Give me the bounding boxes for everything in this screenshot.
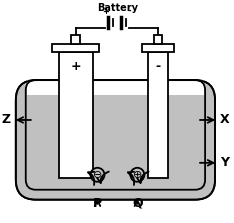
Bar xyxy=(71,35,80,44)
Text: ⊖: ⊖ xyxy=(93,170,102,180)
FancyBboxPatch shape xyxy=(16,80,215,200)
FancyBboxPatch shape xyxy=(26,80,205,190)
Text: ⊕: ⊕ xyxy=(133,170,142,180)
Bar xyxy=(27,80,204,95)
Text: P: P xyxy=(93,197,102,210)
Text: -: - xyxy=(128,7,131,16)
Bar xyxy=(59,52,92,178)
Bar xyxy=(148,52,168,178)
Text: -: - xyxy=(156,60,161,73)
Bar xyxy=(52,44,99,52)
Bar xyxy=(154,35,162,44)
Text: Battery: Battery xyxy=(97,3,138,13)
Circle shape xyxy=(91,168,104,182)
Text: Y: Y xyxy=(220,156,229,169)
Text: X: X xyxy=(220,114,230,126)
Circle shape xyxy=(130,168,144,182)
Text: +: + xyxy=(70,60,81,73)
Bar xyxy=(142,44,174,52)
Text: Q: Q xyxy=(132,197,143,210)
Text: Z: Z xyxy=(2,114,11,126)
Text: +: + xyxy=(102,7,109,16)
